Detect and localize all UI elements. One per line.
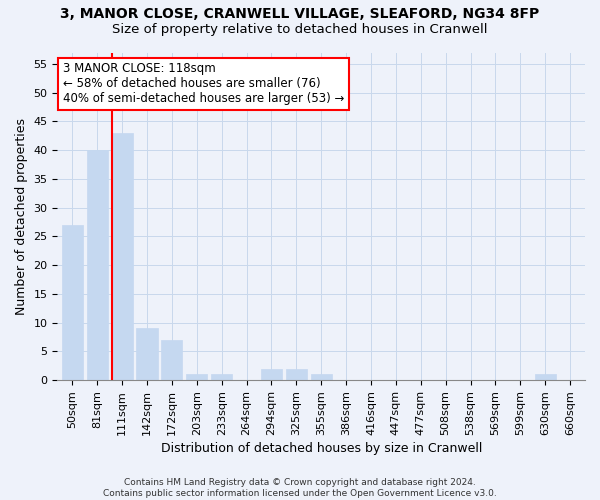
Bar: [311, 374, 332, 380]
Bar: [286, 368, 307, 380]
Bar: [161, 340, 182, 380]
X-axis label: Distribution of detached houses by size in Cranwell: Distribution of detached houses by size …: [161, 442, 482, 455]
Bar: [211, 374, 232, 380]
Bar: [112, 133, 133, 380]
Bar: [62, 225, 83, 380]
Text: Contains HM Land Registry data © Crown copyright and database right 2024.
Contai: Contains HM Land Registry data © Crown c…: [103, 478, 497, 498]
Bar: [261, 368, 282, 380]
Bar: [136, 328, 158, 380]
Text: 3 MANOR CLOSE: 118sqm
← 58% of detached houses are smaller (76)
40% of semi-deta: 3 MANOR CLOSE: 118sqm ← 58% of detached …: [62, 62, 344, 106]
Y-axis label: Number of detached properties: Number of detached properties: [15, 118, 28, 315]
Text: Size of property relative to detached houses in Cranwell: Size of property relative to detached ho…: [112, 22, 488, 36]
Text: 3, MANOR CLOSE, CRANWELL VILLAGE, SLEAFORD, NG34 8FP: 3, MANOR CLOSE, CRANWELL VILLAGE, SLEAFO…: [61, 8, 539, 22]
Bar: [535, 374, 556, 380]
Bar: [86, 150, 108, 380]
Bar: [186, 374, 208, 380]
